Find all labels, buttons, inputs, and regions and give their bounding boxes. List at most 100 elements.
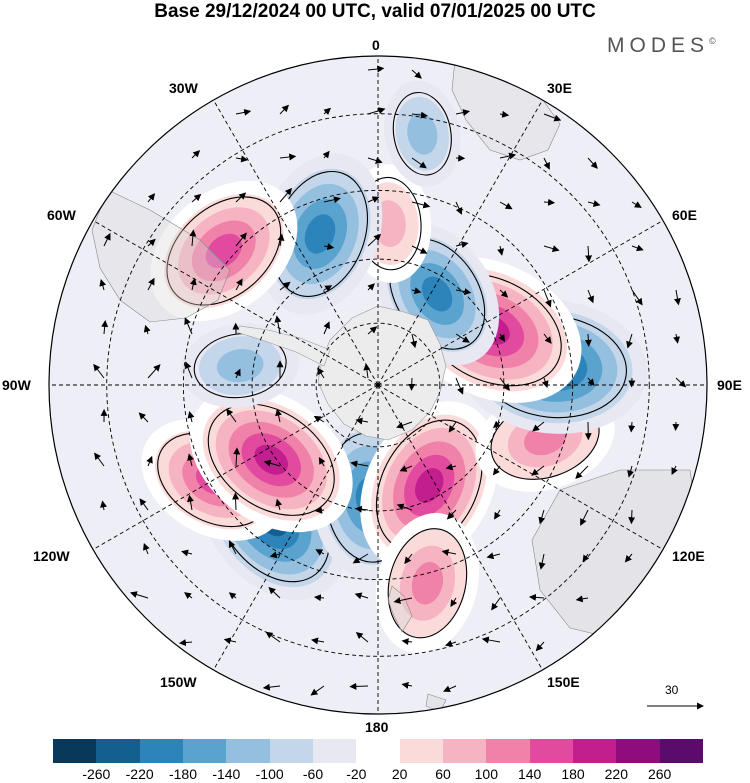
wind-vector: [404, 553, 413, 565]
wind-vector: [543, 113, 562, 122]
wind-vector: [399, 465, 413, 472]
wind-vector: [187, 494, 194, 511]
meridian-line: [213, 99, 379, 386]
wind-vector: [275, 498, 283, 511]
colorbar-tick-label: 260: [647, 766, 672, 782]
wind-vector: [191, 150, 201, 159]
wind-vector: [146, 455, 153, 467]
wind-vector: [138, 412, 149, 423]
wind-vector: [275, 408, 282, 423]
wind-vector: [235, 108, 252, 116]
wind-vector: [323, 285, 333, 292]
wind-vector: [455, 288, 472, 295]
wind-vector: [191, 193, 202, 203]
wind-vector: [235, 278, 243, 291]
wind-vector: [587, 377, 595, 387]
wind-vector: [497, 245, 505, 256]
wind-vector: [491, 597, 501, 611]
wind-vector: [317, 367, 325, 379]
wind-vector: [178, 639, 193, 647]
wind-vector: [184, 317, 193, 335]
colorbar-swatch: [182, 739, 227, 763]
meridian-line: [377, 384, 664, 550]
wind-vector: [538, 509, 546, 525]
brand-name: MODES: [607, 34, 710, 57]
colorbar-swatch: [659, 739, 703, 763]
wind-vector: [265, 631, 281, 643]
wind-vector: [223, 637, 237, 645]
wind-vector: [626, 333, 633, 349]
label-60w: 60W: [47, 207, 76, 223]
wind-vector: [279, 187, 293, 203]
wind-vector: [543, 245, 560, 252]
wind-vector: [541, 377, 549, 389]
wind-vector: [323, 243, 335, 251]
meridian-line: [377, 384, 543, 671]
wind-vector: [675, 377, 687, 388]
wind-vector: [99, 279, 107, 291]
anomaly-contour-fill: [407, 112, 438, 155]
wind-vector: [232, 492, 240, 511]
wind-vector: [233, 447, 241, 467]
wind-vector: [367, 65, 385, 73]
colorbar-tick-label: -140: [212, 766, 241, 782]
wind-vector: [543, 198, 556, 206]
colorbar: [53, 739, 703, 763]
wind-vector: [279, 281, 291, 291]
wind-vector: [441, 549, 457, 556]
wind-vector: [671, 465, 678, 475]
wind-vector: [674, 289, 681, 306]
colorbar-tick-label: -180: [168, 766, 198, 782]
wind-vector: [446, 509, 457, 520]
wind-vector: [443, 685, 457, 693]
wind-vector: [448, 421, 457, 433]
wind-vector: [143, 542, 150, 555]
wind-vector: [587, 200, 601, 207]
wind-vector: [189, 229, 197, 247]
wind-vector: [228, 592, 237, 600]
wind-vector: [455, 109, 470, 116]
wind-vector: [401, 681, 413, 689]
wind-vector: [455, 377, 464, 395]
anomaly-contour-fill: [254, 444, 289, 475]
label-30e: 30E: [547, 80, 572, 96]
colorbar-swatch: [269, 739, 313, 763]
meridian-line: [213, 384, 379, 671]
wind-vector: [143, 324, 151, 335]
wind-vector: [624, 553, 633, 563]
wind-vector: [101, 319, 109, 335]
label-180: 180: [365, 719, 389, 735]
wind-vector: [363, 363, 371, 379]
wind-vector: [393, 597, 413, 604]
wind-vector: [455, 201, 463, 215]
wind-vector: [147, 364, 161, 379]
wind-vector: [226, 408, 237, 423]
wind-vector: [481, 636, 501, 644]
wind-vector: [498, 333, 506, 342]
modes-logo: MODES©: [607, 34, 716, 58]
colorbar-tick-label: 220: [604, 766, 629, 782]
wind-vector: [631, 244, 644, 252]
colorbar-swatch: [356, 739, 400, 763]
wind-vector: [367, 157, 383, 164]
label-0: 0: [372, 37, 380, 53]
colorbar-swatch: [53, 739, 97, 763]
wind-vector: [445, 463, 457, 471]
wind-vector: [184, 361, 193, 379]
brand-copyright-mark: ©: [709, 36, 716, 46]
wind-vector: [585, 245, 593, 263]
colorbar-tick-label: -60: [302, 766, 324, 782]
wind-vector: [445, 640, 457, 647]
wind-vector: [355, 631, 369, 643]
wind-vector: [181, 549, 193, 557]
wind-vector: [129, 591, 149, 599]
wind-vector: [234, 368, 241, 379]
wind-vector: [323, 196, 341, 204]
wind-vector: [318, 456, 326, 467]
streamline: [392, 91, 452, 176]
map-boundary: [48, 55, 708, 715]
wind-vector: [322, 150, 330, 159]
wind-vector: [279, 104, 289, 115]
wind-vector: [411, 157, 427, 169]
